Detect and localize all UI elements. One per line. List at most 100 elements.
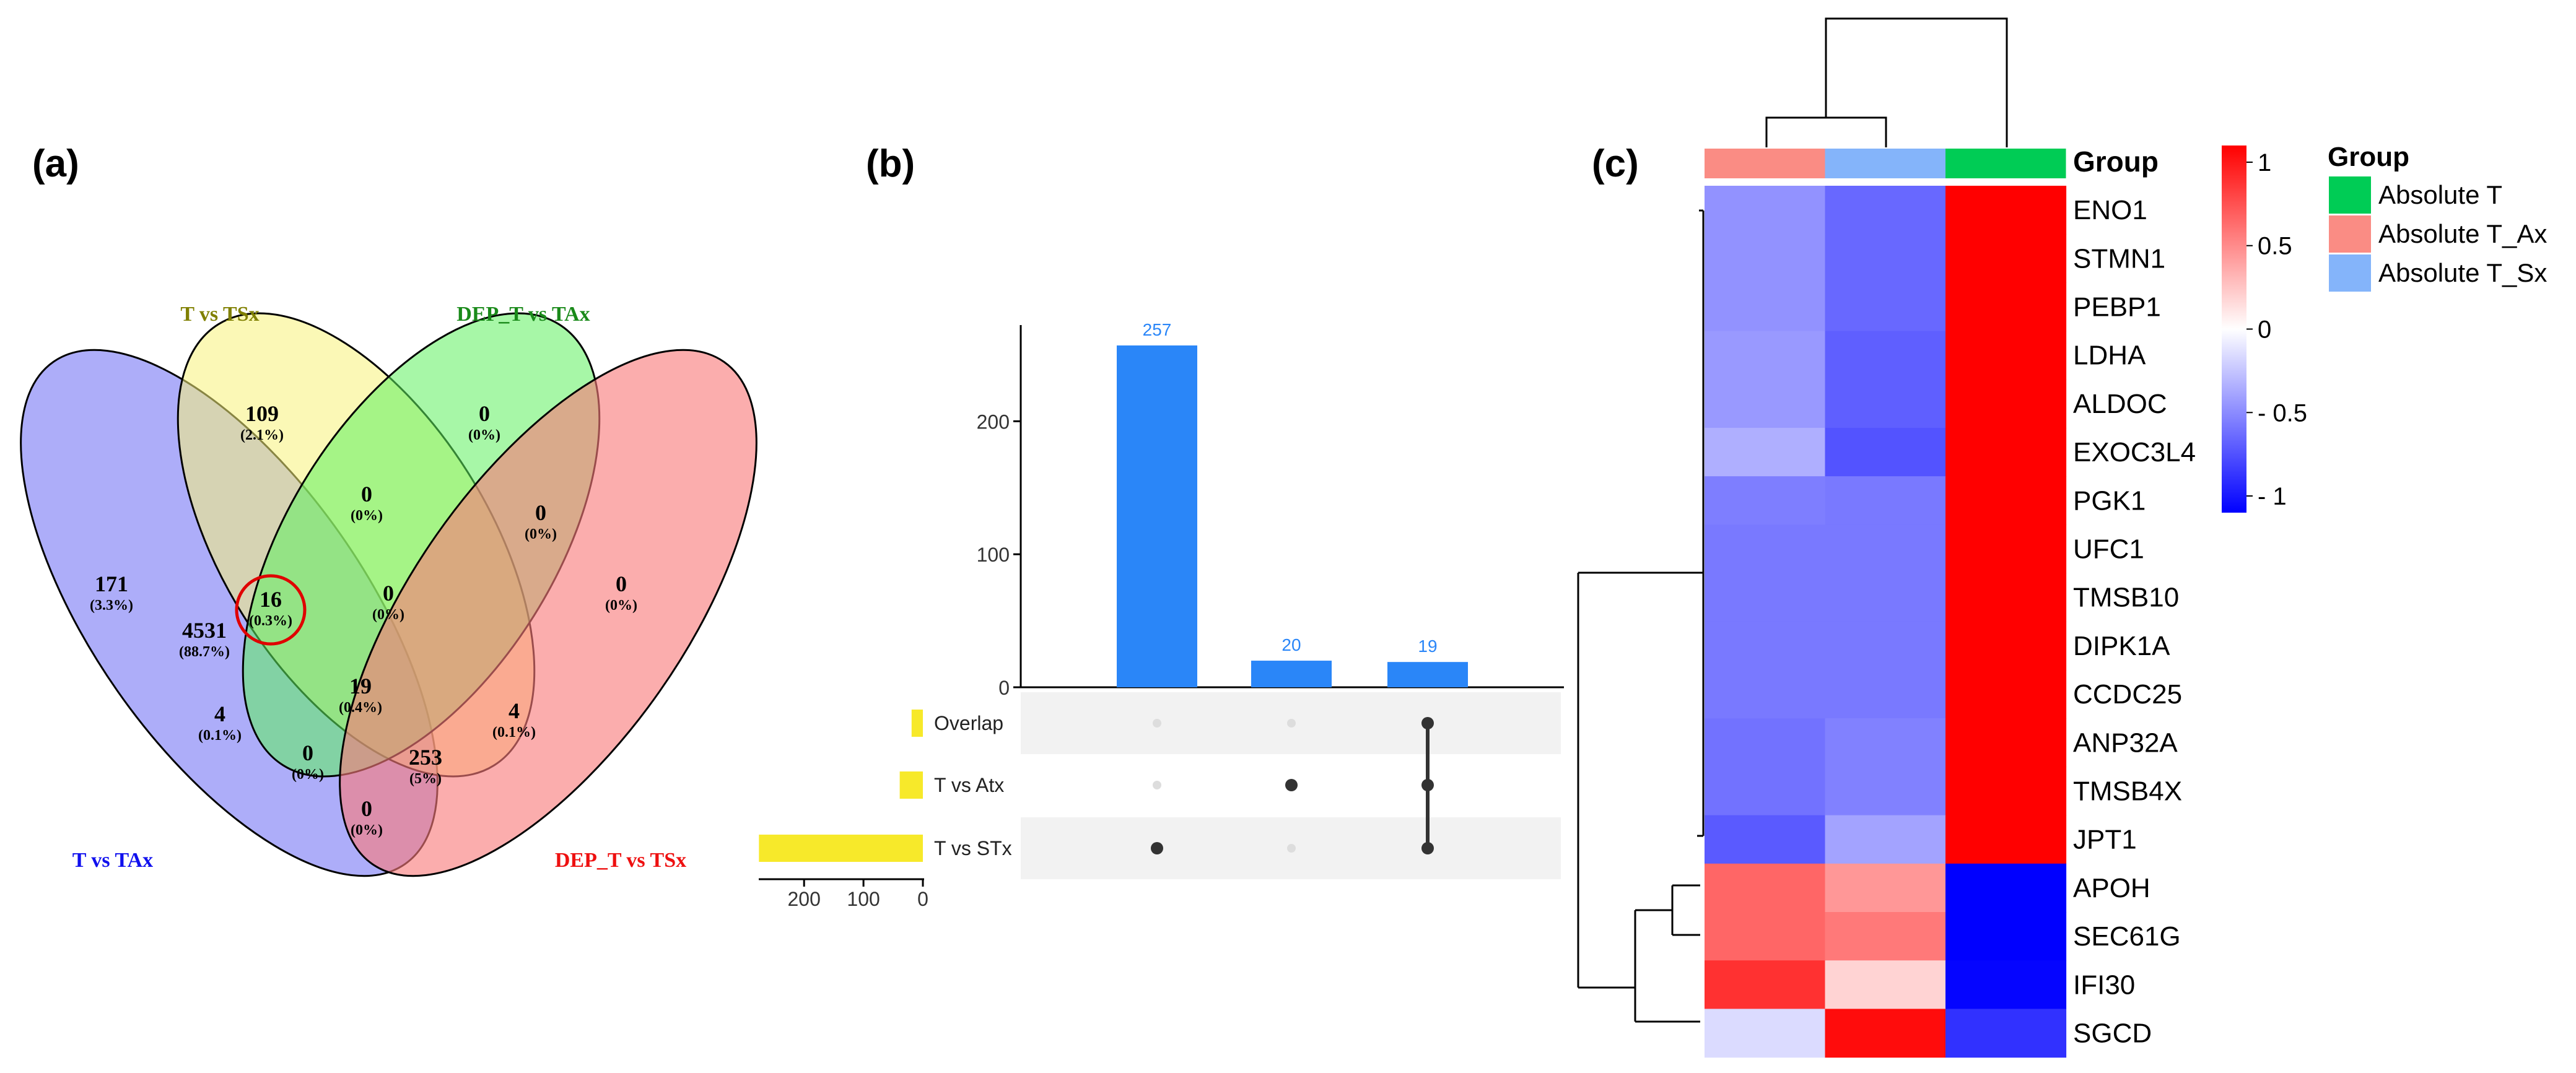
heatmap-cell [1825,379,1946,428]
legend-item-label: Absolute T_Ax [2378,219,2547,248]
heatmap-cell [1945,815,2067,864]
venn-region-count: 0 [361,796,372,821]
legend-item-label: Absolute T_Sx [2378,258,2547,287]
colorbar-tick-label: 0.5 [2258,233,2292,260]
venn-region-percent: (0%) [351,822,383,838]
group-annotation-cell [1825,149,1945,178]
venn-region-count: 109 [245,401,279,426]
heatmap-row-label: STMN1 [2073,243,2165,274]
heatmap-row-label: TMSB10 [2073,583,2179,613]
heatmap-cell [1705,379,1826,428]
intersection-bar [1387,662,1468,687]
heatmap-cell [1705,960,1826,1009]
set-size-bar [759,835,923,862]
venn-region-count: 0 [535,500,546,525]
matrix-dot-active [1151,842,1163,854]
upset-plot-panel: (b) 0 100 200 257 20 19 Overlap T vs Atx T vs ST… [759,142,1564,910]
upset-y-tick-label: 100 [977,544,1010,566]
venn-region-percent: (0%) [351,508,383,524]
column-dendrogram [1765,17,2008,147]
venn-region-count: 4531 [182,618,227,643]
matrix-dot-inactive [1153,781,1161,789]
heatmap-cell [1945,379,2067,428]
heatmap-row-label: SGCD [2073,1019,2152,1049]
matrix-dot-active [1421,779,1434,791]
heatmap-cell [1705,524,1826,574]
venn-label-dep-t-vs-tsx: DEP_T vs TSx [555,849,686,872]
row-dendro-lower-a [1671,884,1700,936]
legend-swatch [2329,176,2371,214]
intersection-bar-value: 257 [1143,320,1172,339]
heatmap-cell [1705,428,1826,477]
heatmap-row-label: SEC61G [2073,921,2181,952]
venn-diagram-panel: (a) T vs TSx DEP_T vs TAx T vs TAx DEP_T… [20,142,758,877]
venn-label-t-vs-tsx: T vs TSx [180,303,259,326]
venn-region-percent: (0%) [372,607,404,623]
heatmap-row-label: PGK1 [2073,485,2146,516]
heatmap-row-label: UFC1 [2073,534,2144,565]
set-size-tick-label: 100 [847,888,880,910]
matrix-dot-active [1421,842,1434,854]
heatmap-cell [1825,718,1946,767]
heatmap-cell [1945,282,2067,332]
heatmap-cell [1825,767,1946,816]
heatmap-cell [1945,186,2067,235]
venn-region-count: 0 [616,571,627,596]
group-annotation-cell [1945,149,2066,178]
heatmap-cell [1705,1009,1826,1058]
set-size-tick-label: 0 [917,888,928,910]
heatmap-row-label: ALDOC [2073,389,2167,419]
colorbar-tick-label: - 0.5 [2258,399,2307,427]
matrix-dot-inactive [1287,844,1296,853]
heatmap-row-label: ANP32A [2073,728,2178,758]
legend-item-label: Absolute T [2378,180,2502,209]
venn-region-count: 4 [509,698,520,723]
heatmap-cell [1705,767,1826,816]
heatmap-cell [1945,912,2067,961]
venn-label-dep-t-vs-tax: DEP_T vs TAx [456,303,590,326]
heatmap-cell [1945,234,2067,283]
col-dendro-merge-root [1825,17,2008,147]
venn-set-dep-t-vs-tsx [339,349,758,877]
venn-region-percent: (0.4%) [339,700,382,716]
venn-region-percent: (0%) [292,767,324,783]
row-dendro-upper-cluster [1697,209,1705,837]
matrix-dot-inactive [1287,719,1296,728]
matrix-dot-active [1421,717,1434,729]
heatmap-cell [1705,573,1826,622]
venn-region-count: 0 [479,401,490,426]
venn-region-count: 0 [361,482,372,506]
heatmap-cell [1705,282,1826,332]
heatmap-cell [1825,670,1946,719]
colorbar-tick-label: 1 [2258,149,2271,176]
heatmap-cell [1825,476,1946,525]
heatmap-cell [1825,1009,1946,1058]
venn-region-count: 19 [349,674,372,698]
heatmap-row-label: DIPK1A [2073,631,2170,661]
heatmap-panel: (c) ENO1 STMN1 PEBP1 LDHA ALDOC EXOC3L4 PGK1 UF… [1577,17,2547,1058]
col-dendro-merge-ax-sx [1765,116,1887,147]
heatmap-cell [1945,476,2067,525]
colorbar-tick-label: - 1 [2258,483,2287,510]
panel-label-a: (a) [32,142,79,185]
heatmap-cell [1825,186,1946,235]
heatmap-row-label: JPT1 [2073,825,2137,855]
venn-label-t-vs-tax: T vs TAx [72,849,153,872]
heatmap-cell [1705,331,1826,380]
upset-y-tick-label: 0 [998,677,1010,699]
venn-region-percent: (0%) [525,526,557,542]
heatmap-cell [1825,815,1946,864]
legend-swatch [2329,254,2371,292]
set-size-tick-label: 200 [788,888,821,910]
heatmap-cell [1945,524,2067,574]
heatmap-cell [1945,960,2067,1009]
heatmap-cell [1945,428,2067,477]
venn-region-percent: (2.1%) [240,427,284,443]
heatmap-cell [1705,718,1826,767]
group-annotation-label: Group [2073,146,2159,178]
heatmap-cell [1945,621,2067,671]
heatmap-cell [1825,621,1946,671]
heatmap-cell [1945,670,2067,719]
venn-region-percent: (3.3%) [90,597,133,614]
